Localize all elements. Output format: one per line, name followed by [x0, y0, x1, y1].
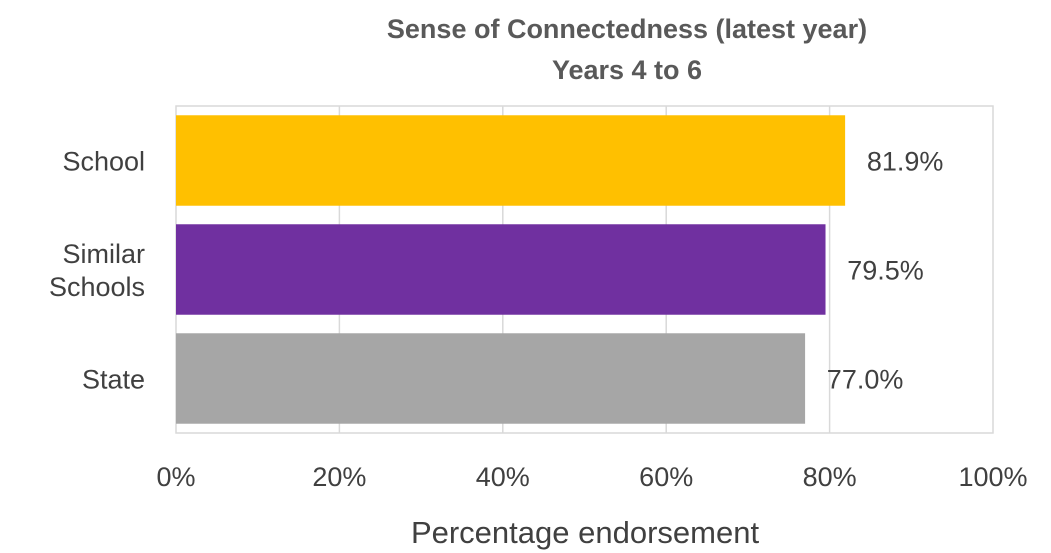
category-label-line: School: [62, 147, 145, 177]
category-label-line: Similar: [62, 239, 145, 269]
x-tick-label: 60%: [639, 462, 693, 492]
value-axis-ticks: 0% 20% 40% 60% 80% 100%: [156, 462, 1027, 492]
category-label: State: [82, 365, 145, 395]
bar: [176, 224, 826, 315]
bar-value-label: 79.5%: [847, 256, 924, 286]
data-labels: 81.9% 79.5% 77.0%: [827, 147, 944, 395]
category-axis: School Similar Schools State: [49, 147, 145, 395]
category-label-line: Schools: [49, 272, 145, 302]
category-label: Similar Schools: [49, 239, 145, 302]
bar-value-label: 77.0%: [827, 365, 904, 395]
bar: [176, 333, 806, 424]
chart-title: Sense of Connectedness (latest year): [387, 14, 867, 44]
x-tick-label: 20%: [312, 462, 366, 492]
chart-subtitle: Years 4 to 6: [552, 55, 702, 85]
bar-value-label: 81.9%: [867, 147, 944, 177]
x-tick-label: 80%: [803, 462, 857, 492]
x-tick-label: 0%: [156, 462, 195, 492]
x-tick-label: 100%: [958, 462, 1027, 492]
category-label: School: [62, 147, 145, 177]
bar: [176, 115, 846, 206]
bars: [176, 115, 846, 424]
x-axis-title: Percentage endorsement: [411, 515, 760, 550]
category-label-line: State: [82, 365, 145, 395]
x-tick-label: 40%: [476, 462, 530, 492]
